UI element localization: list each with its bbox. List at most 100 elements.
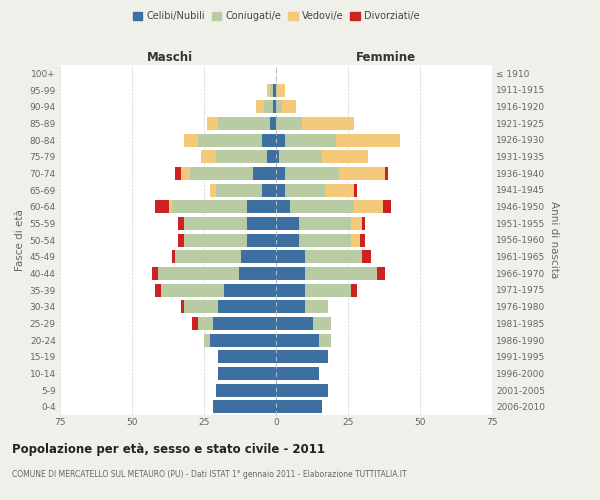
- Bar: [276, 167, 284, 180]
- Bar: [276, 250, 305, 263]
- Bar: [262, 134, 276, 146]
- Bar: [305, 250, 362, 263]
- Bar: [279, 150, 322, 163]
- Bar: [218, 367, 276, 380]
- Text: Femmine: Femmine: [355, 51, 416, 64]
- Bar: [351, 217, 362, 230]
- Bar: [276, 317, 313, 330]
- Bar: [284, 167, 340, 180]
- Bar: [276, 217, 299, 230]
- Bar: [210, 184, 215, 196]
- Bar: [193, 317, 198, 330]
- Bar: [158, 267, 239, 280]
- Bar: [218, 300, 276, 313]
- Bar: [276, 400, 322, 413]
- Bar: [325, 184, 354, 196]
- Bar: [184, 300, 218, 313]
- Bar: [239, 267, 276, 280]
- Bar: [383, 200, 391, 213]
- Bar: [276, 350, 328, 363]
- Bar: [284, 184, 325, 196]
- Bar: [270, 84, 273, 96]
- Bar: [290, 200, 354, 213]
- Bar: [247, 234, 276, 246]
- Bar: [175, 167, 181, 180]
- Bar: [276, 150, 279, 163]
- Bar: [262, 184, 276, 196]
- Bar: [385, 167, 388, 180]
- Bar: [224, 284, 276, 296]
- Bar: [276, 200, 290, 213]
- Y-axis label: Anni di nascita: Anni di nascita: [550, 202, 559, 278]
- Bar: [265, 100, 273, 113]
- Bar: [207, 117, 218, 130]
- Text: Maschi: Maschi: [146, 51, 193, 64]
- Bar: [276, 284, 305, 296]
- Bar: [305, 267, 377, 280]
- Bar: [362, 250, 371, 263]
- Bar: [299, 217, 351, 230]
- Bar: [302, 117, 354, 130]
- Bar: [215, 384, 276, 396]
- Bar: [276, 334, 319, 346]
- Bar: [270, 117, 276, 130]
- Bar: [276, 367, 319, 380]
- Legend: Celibi/Nubili, Coniugati/e, Vedovi/e, Divorziati/e: Celibi/Nubili, Coniugati/e, Vedovi/e, Di…: [129, 8, 423, 25]
- Bar: [322, 150, 368, 163]
- Bar: [276, 84, 284, 96]
- Bar: [313, 317, 331, 330]
- Bar: [218, 117, 270, 130]
- Bar: [282, 100, 296, 113]
- Bar: [204, 334, 210, 346]
- Bar: [351, 284, 356, 296]
- Bar: [161, 284, 224, 296]
- Bar: [201, 150, 215, 163]
- Bar: [319, 334, 331, 346]
- Bar: [155, 200, 169, 213]
- Bar: [247, 200, 276, 213]
- Bar: [362, 217, 365, 230]
- Bar: [256, 100, 265, 113]
- Bar: [212, 400, 276, 413]
- Bar: [241, 250, 276, 263]
- Bar: [284, 134, 337, 146]
- Bar: [169, 200, 172, 213]
- Bar: [276, 184, 284, 196]
- Bar: [340, 167, 385, 180]
- Bar: [276, 100, 282, 113]
- Bar: [276, 300, 305, 313]
- Bar: [184, 134, 198, 146]
- Bar: [354, 184, 356, 196]
- Bar: [152, 267, 158, 280]
- Text: Popolazione per età, sesso e stato civile - 2011: Popolazione per età, sesso e stato civil…: [12, 442, 325, 456]
- Bar: [276, 267, 305, 280]
- Bar: [276, 117, 302, 130]
- Bar: [181, 167, 190, 180]
- Bar: [351, 234, 359, 246]
- Bar: [377, 267, 385, 280]
- Bar: [184, 217, 247, 230]
- Bar: [198, 134, 262, 146]
- Bar: [175, 250, 241, 263]
- Bar: [273, 100, 276, 113]
- Bar: [181, 300, 184, 313]
- Bar: [178, 234, 184, 246]
- Bar: [172, 250, 175, 263]
- Bar: [268, 150, 276, 163]
- Bar: [354, 200, 383, 213]
- Bar: [337, 134, 400, 146]
- Bar: [184, 234, 247, 246]
- Bar: [190, 167, 253, 180]
- Bar: [210, 334, 276, 346]
- Bar: [172, 200, 247, 213]
- Bar: [218, 350, 276, 363]
- Bar: [215, 150, 268, 163]
- Bar: [273, 84, 276, 96]
- Bar: [268, 84, 270, 96]
- Bar: [305, 284, 351, 296]
- Bar: [253, 167, 276, 180]
- Bar: [276, 384, 328, 396]
- Y-axis label: Fasce di età: Fasce di età: [16, 209, 25, 271]
- Bar: [198, 317, 212, 330]
- Bar: [359, 234, 365, 246]
